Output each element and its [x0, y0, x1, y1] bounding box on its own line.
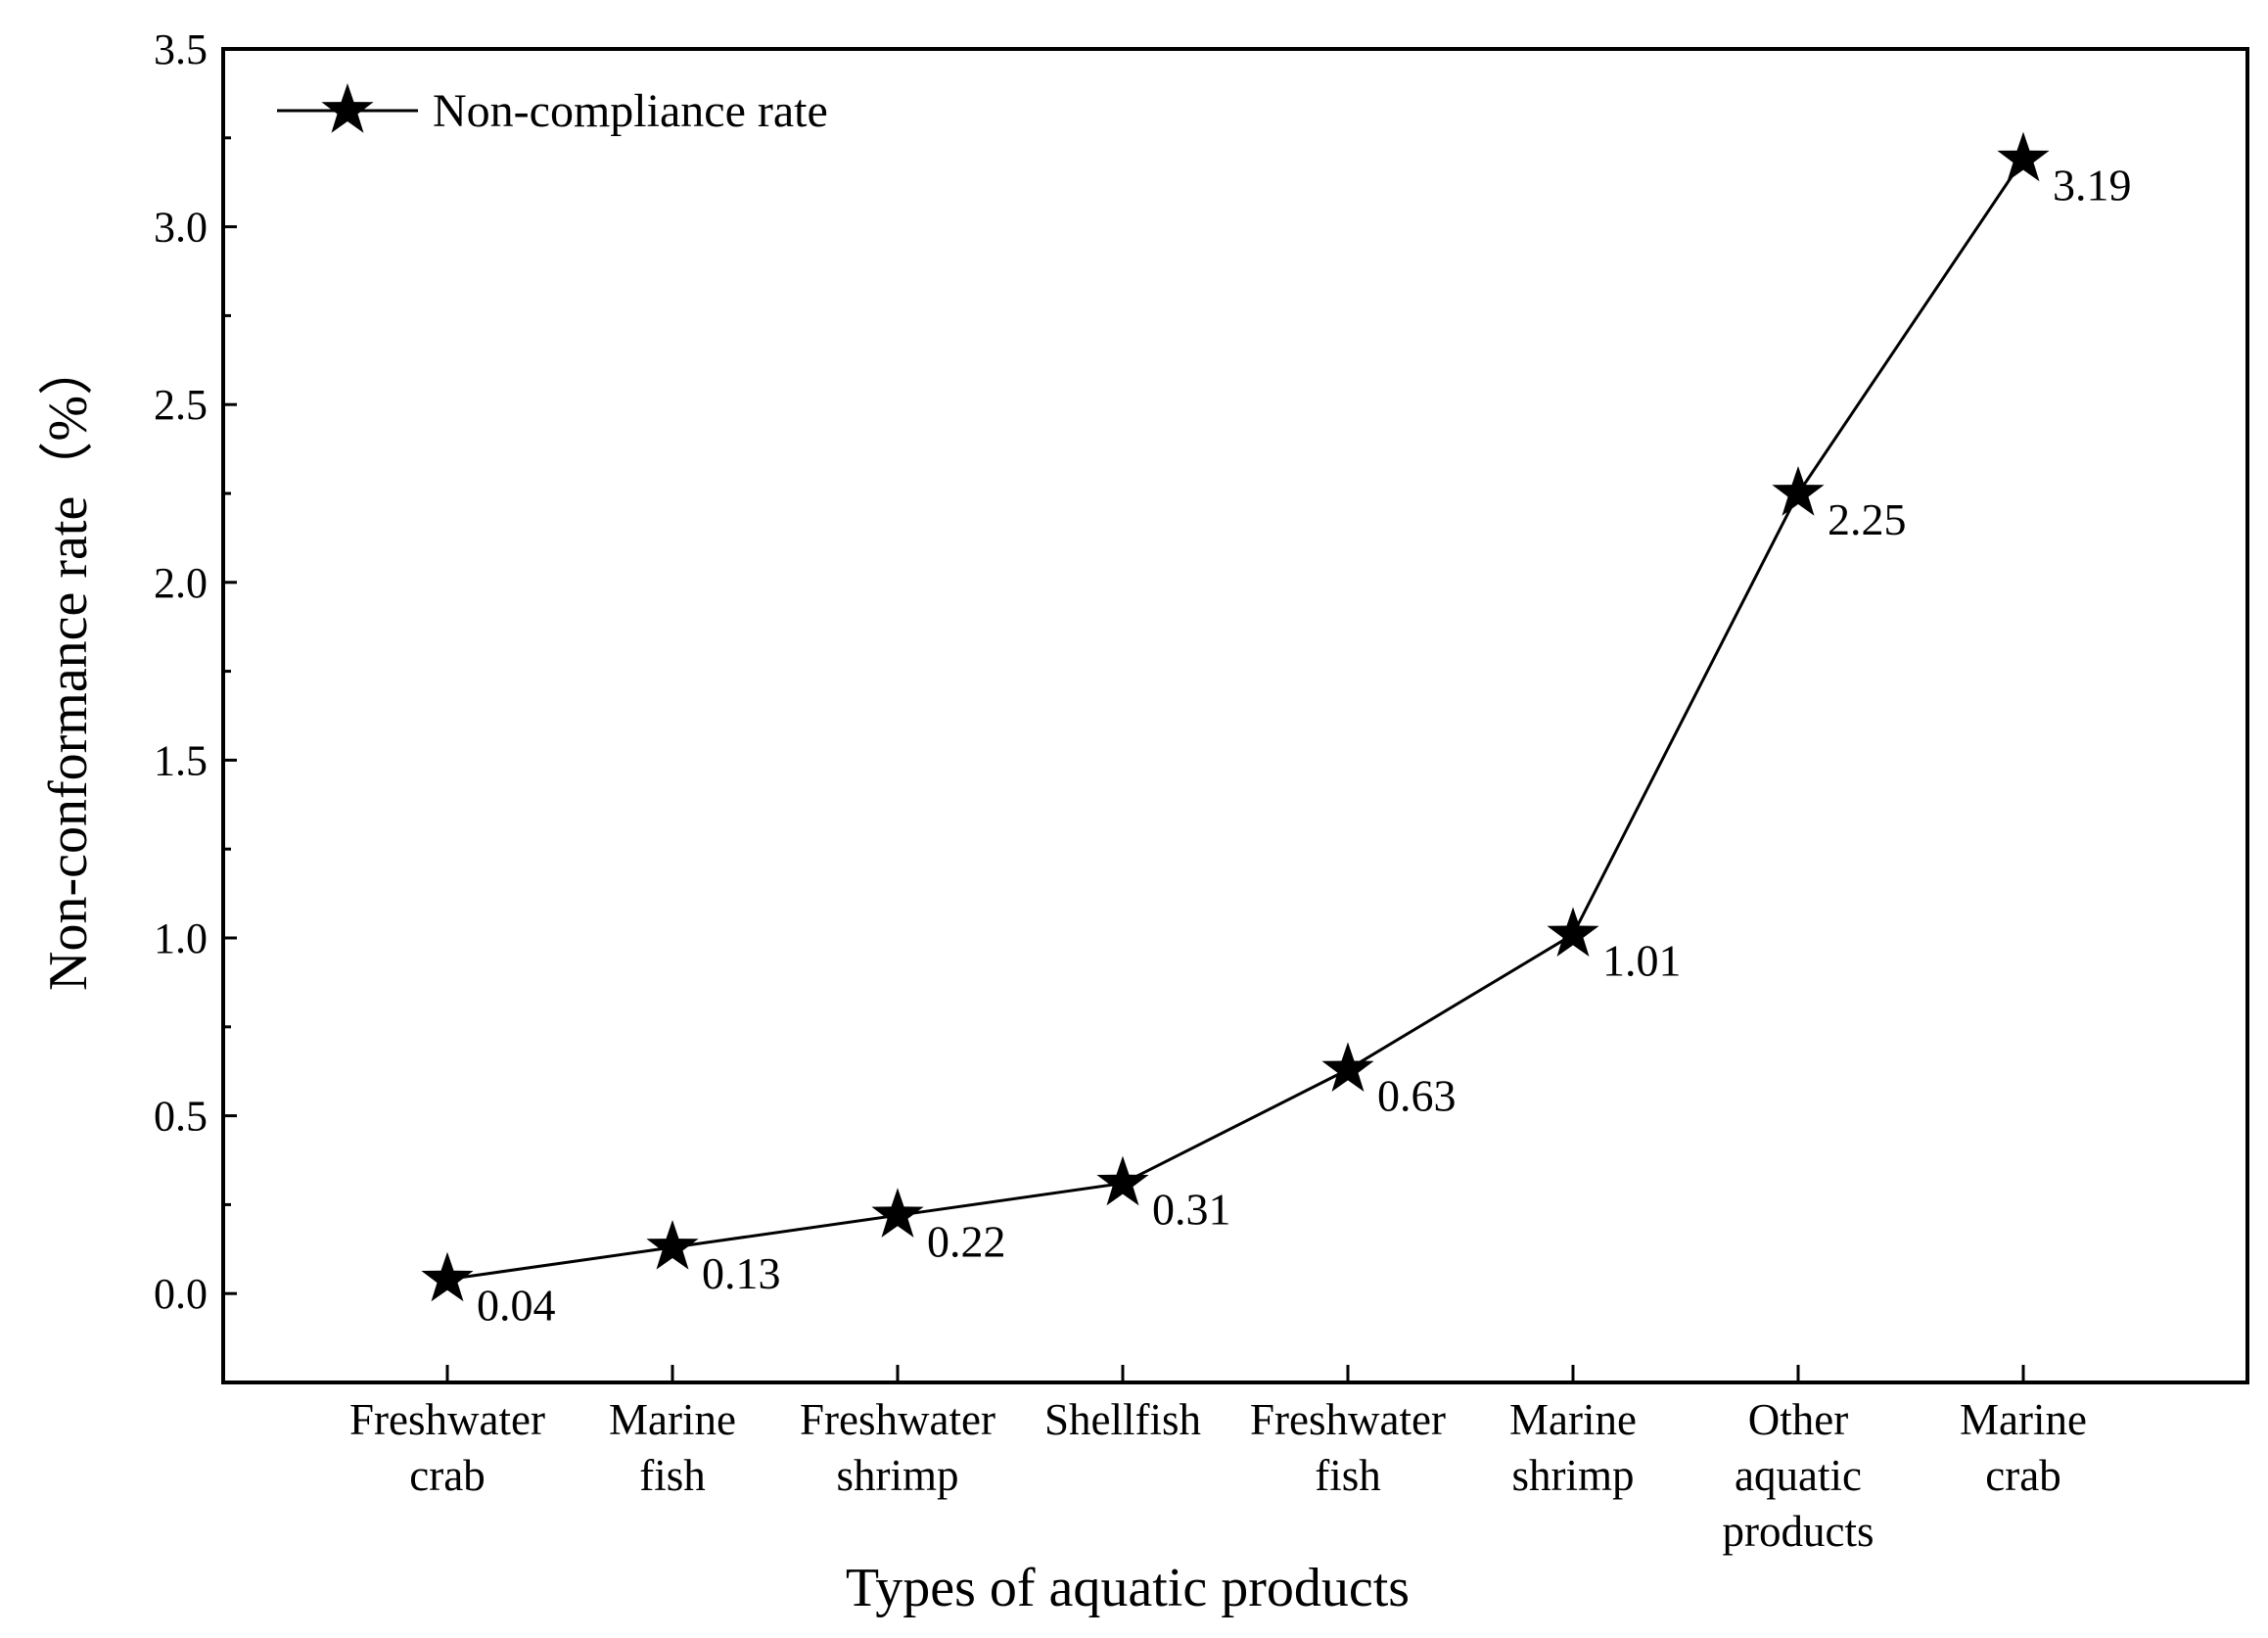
y-tick-label: 2.0: [154, 559, 208, 607]
data-point-star: [1096, 1155, 1149, 1206]
y-tick-label: 3.0: [154, 204, 208, 252]
x-category-label-line: crab: [1985, 1451, 2060, 1500]
x-category-label-line: crab: [409, 1451, 485, 1500]
y-tick-label: 0.0: [154, 1270, 208, 1318]
x-category-label-line: Shellfish: [1044, 1395, 1201, 1444]
x-category-label: Freshwater crab: [349, 1395, 545, 1500]
x-category-label: Freshwater fish: [1250, 1395, 1446, 1500]
x-axis: Freshwater crab Marine fish Freshwater shrimp…: [349, 1365, 2087, 1556]
y-axis: 0.0 0.5 1.0 1.5 2.0 2.5 3.0 3.5: [154, 25, 237, 1318]
data-point-star: [1997, 131, 2050, 182]
x-category-label-line: Marine: [609, 1395, 736, 1444]
y-tick-label: 1.0: [154, 914, 208, 962]
data-point-star: [871, 1188, 924, 1238]
x-category-label-line: Freshwater: [349, 1395, 545, 1444]
x-category-label-line: fish: [1315, 1451, 1381, 1500]
y-tick-label: 2.5: [154, 381, 208, 429]
y-tick-label: 1.5: [154, 736, 208, 784]
data-point-star: [1321, 1042, 1374, 1092]
x-category-label: Marine crab: [1960, 1395, 2087, 1500]
plot-frame: [221, 47, 2249, 1384]
y-axis-title: Non-conformance rate（%）: [38, 341, 99, 991]
data-point-star: [1547, 907, 1599, 957]
x-category-label: Marine fish: [609, 1395, 736, 1500]
x-category-label-line: shrimp: [1511, 1451, 1634, 1500]
series-line: [446, 158, 2025, 1282]
data-point-star: [421, 1251, 474, 1302]
legend: Non-compliance rate: [277, 83, 828, 137]
x-category-label: Shellfish: [1044, 1395, 1201, 1444]
x-category-label-line: Freshwater: [800, 1395, 995, 1444]
data-value-label: 0.13: [702, 1248, 781, 1298]
x-category-label-line: Other: [1748, 1395, 1848, 1444]
data-point-star: [646, 1220, 699, 1270]
data-value-label: 0.31: [1152, 1185, 1231, 1235]
legend-star-marker: [321, 83, 374, 133]
x-category-label-line: Marine: [1960, 1395, 2087, 1444]
series-group: 0.04 0.13 0.22 0.31 0.63 1.01 2.25 3.19: [421, 131, 2132, 1331]
data-value-label: 0.04: [477, 1281, 556, 1331]
data-point-star: [1772, 466, 1825, 516]
x-category-label: Marine shrimp: [1509, 1395, 1637, 1500]
x-category-label-line: fish: [639, 1451, 706, 1500]
legend-label: Non-compliance rate: [433, 85, 828, 137]
data-value-label: 2.25: [1828, 494, 1907, 544]
x-category-label-line: Marine: [1509, 1395, 1637, 1444]
data-value-label: 0.22: [927, 1216, 1006, 1266]
x-category-label: Other aquatic products: [1723, 1395, 1875, 1556]
x-category-label-line: products: [1723, 1507, 1875, 1556]
data-value-label: 0.63: [1377, 1070, 1457, 1120]
x-category-label: Freshwater shrimp: [800, 1395, 995, 1500]
y-tick-label: 3.5: [154, 25, 208, 73]
data-value-label: 1.01: [1602, 935, 1682, 985]
x-category-label-line: shrimp: [836, 1451, 958, 1500]
data-value-label: 3.19: [2053, 161, 2132, 211]
x-category-label-line: aquatic: [1735, 1451, 1862, 1500]
y-tick-label: 0.5: [154, 1093, 208, 1141]
x-category-label-line: Freshwater: [1250, 1395, 1446, 1444]
x-axis-title: Types of aquatic products: [846, 1558, 1410, 1618]
